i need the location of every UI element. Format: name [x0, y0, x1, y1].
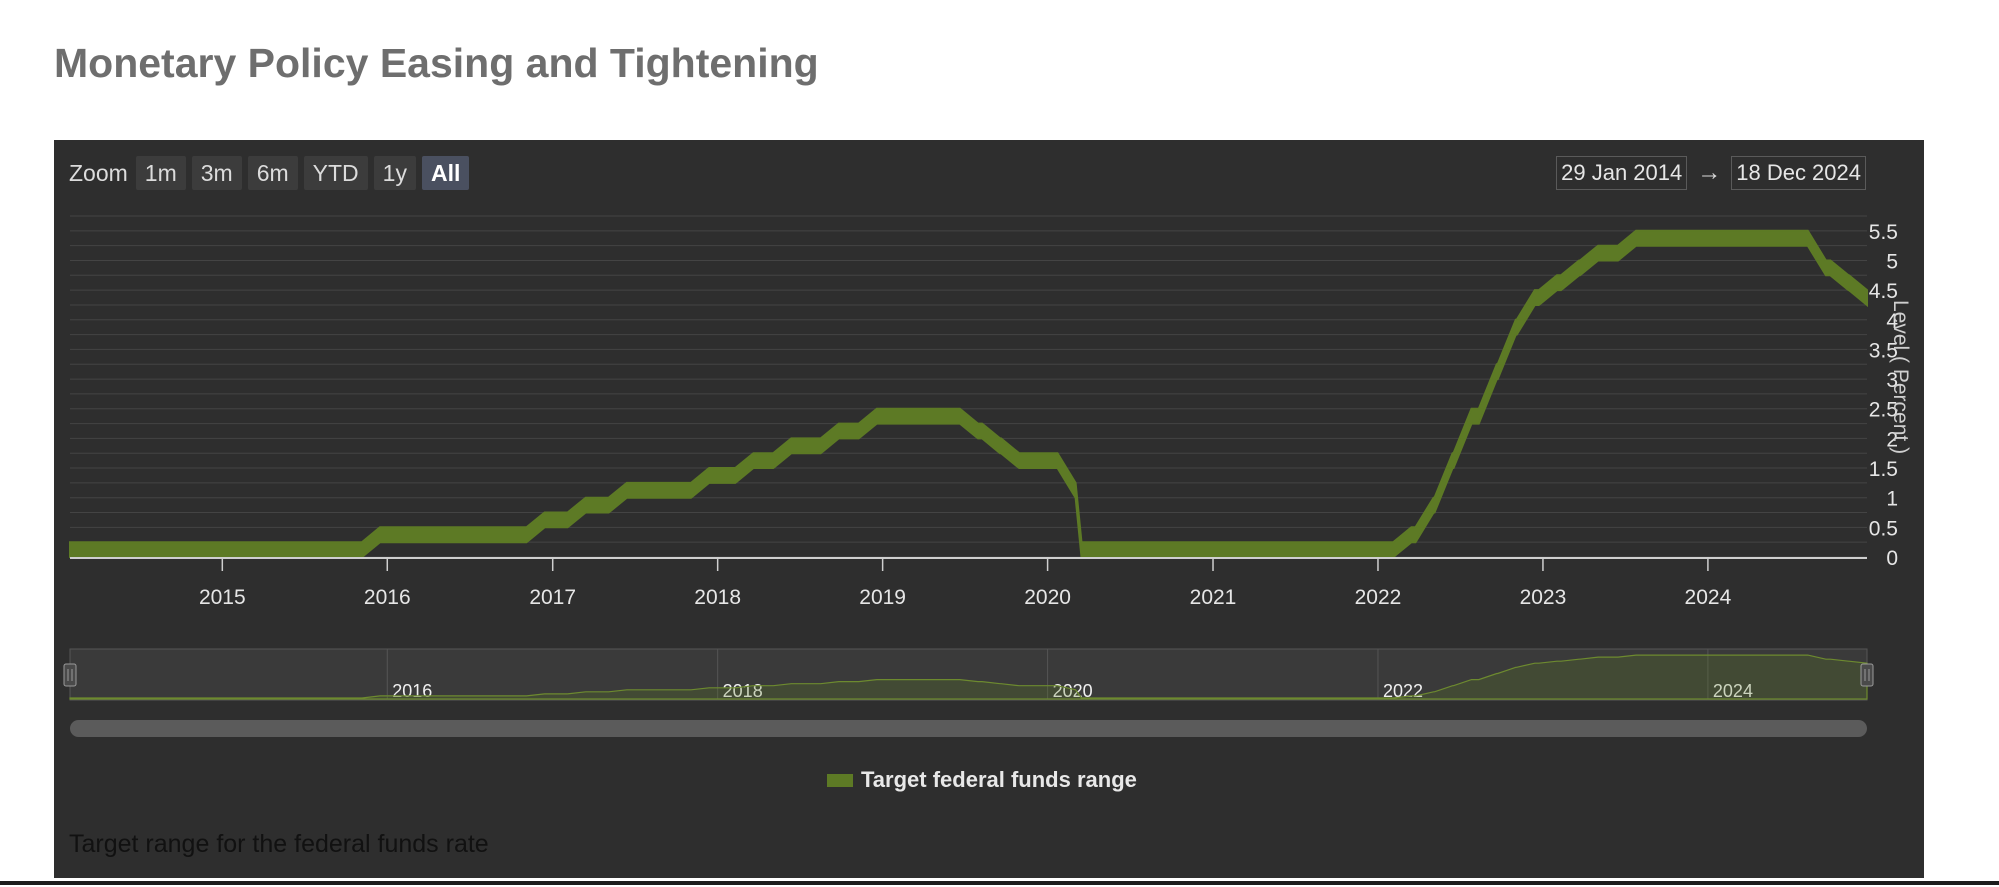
y-tick-label: 5: [1886, 250, 1898, 273]
zoom-6m-button[interactable]: 6m: [247, 156, 298, 190]
y-tick-label: 0.5: [1869, 517, 1898, 540]
y-axis-title: Level ( Percent ): [1889, 300, 1912, 454]
y-tick-label: 1: [1886, 488, 1898, 511]
zoom-toolbar: Zoom 1m 3m 6m YTD 1y All: [69, 156, 470, 190]
navigator-tick-label: 2024: [1713, 681, 1753, 701]
x-tick-label: 2024: [1685, 586, 1732, 609]
navigator-left-handle[interactable]: [63, 663, 77, 687]
page-title: Monetary Policy Easing and Tightening: [54, 40, 819, 86]
series-range-band[interactable]: [69, 229, 1868, 558]
chart-svg: 00.511.522.533.544.555.5 2015 2016 2017 201…: [63, 215, 1912, 737]
chart-panel: Zoom 1m 3m 6m YTD 1y All 29 Jan 2014 → 1…: [54, 140, 1924, 878]
y-tick-label: 2: [1886, 428, 1898, 451]
y-tick-label: 3: [1886, 369, 1898, 392]
y-tick-label: 5.5: [1869, 221, 1898, 244]
grid-lines: [70, 215, 1867, 558]
zoom-label: Zoom: [69, 159, 128, 186]
y-tick-label: 2.5: [1869, 399, 1898, 422]
zoom-1m-button[interactable]: 1m: [135, 156, 186, 190]
zoom-1y-button[interactable]: 1y: [373, 156, 416, 190]
x-tick-label: 2019: [859, 586, 906, 609]
navigator-right-handle[interactable]: [1860, 663, 1874, 687]
x-tick-label: 2021: [1190, 586, 1237, 609]
zoom-all-button[interactable]: All: [421, 156, 470, 190]
date-range-selector: 29 Jan 2014 → 18 Dec 2024: [1556, 156, 1866, 190]
chart-caption: Target range for the federal funds rate: [69, 830, 489, 858]
y-tick-label: 1.5: [1869, 458, 1898, 481]
x-tick-label: 2020: [1024, 586, 1071, 609]
x-axis: 2015 2016 2017 2018 2019 2020 2021 2022 2023 2024: [70, 557, 1867, 609]
navigator-scrollbar[interactable]: [70, 720, 1867, 737]
range-from-input[interactable]: 29 Jan 2014: [1556, 156, 1688, 190]
navigator[interactable]: 20162018202020222024: [63, 648, 1874, 737]
y-tick-label: 4: [1886, 310, 1898, 333]
y-axis: 0 0.5 1 1.5 2 2.5 3 3.5 4 4.5 5 5.5: [1869, 221, 1899, 570]
legend-item[interactable]: Target federal funds range: [827, 767, 1137, 793]
y-tick-label: 0: [1886, 547, 1898, 570]
navigator-tick-label: 2020: [1053, 681, 1093, 701]
navigator-series: [69, 654, 1868, 700]
y-tick-label: 3.5: [1869, 339, 1898, 362]
zoom-ytd-button[interactable]: YTD: [303, 156, 368, 190]
x-tick-label: 2017: [529, 586, 576, 609]
x-tick-label: 2018: [694, 586, 741, 609]
bottom-divider: [0, 881, 1999, 885]
x-tick-label: 2023: [1520, 586, 1567, 609]
legend-swatch-icon: [827, 773, 853, 787]
x-tick-label: 2016: [364, 586, 411, 609]
series-area: [69, 229, 1868, 558]
legend-label: Target federal funds range: [861, 767, 1137, 792]
x-tick-label: 2022: [1355, 586, 1402, 609]
range-arrow-icon: →: [1697, 159, 1722, 186]
zoom-3m-button[interactable]: 3m: [191, 156, 242, 190]
y-tick-label: 4.5: [1869, 280, 1898, 303]
x-tick-label: 2015: [199, 586, 246, 609]
range-to-input[interactable]: 18 Dec 2024: [1731, 156, 1866, 190]
